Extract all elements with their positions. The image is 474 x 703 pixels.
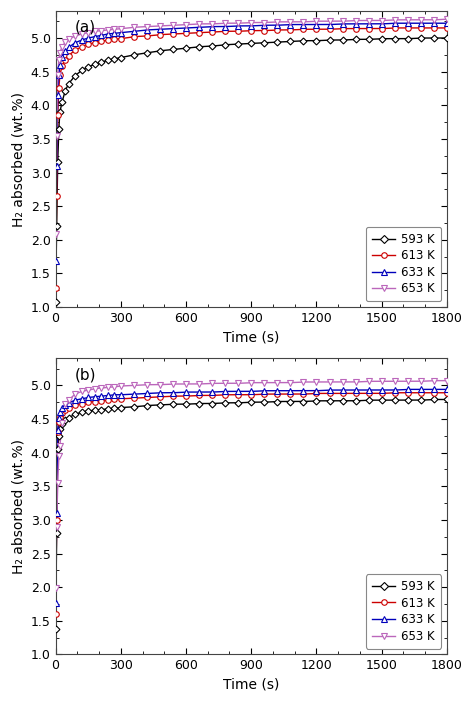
Text: (b): (b) <box>75 368 97 382</box>
Y-axis label: H₂ absorbed (wt.%): H₂ absorbed (wt.%) <box>11 439 25 574</box>
X-axis label: Time (s): Time (s) <box>223 678 280 692</box>
Y-axis label: H₂ absorbed (wt.%): H₂ absorbed (wt.%) <box>11 91 25 226</box>
Legend: 593 K, 613 K, 633 K, 653 K: 593 K, 613 K, 633 K, 653 K <box>366 574 441 649</box>
X-axis label: Time (s): Time (s) <box>223 330 280 344</box>
Legend: 593 K, 613 K, 633 K, 653 K: 593 K, 613 K, 633 K, 653 K <box>366 227 441 302</box>
Text: (a): (a) <box>75 20 96 35</box>
